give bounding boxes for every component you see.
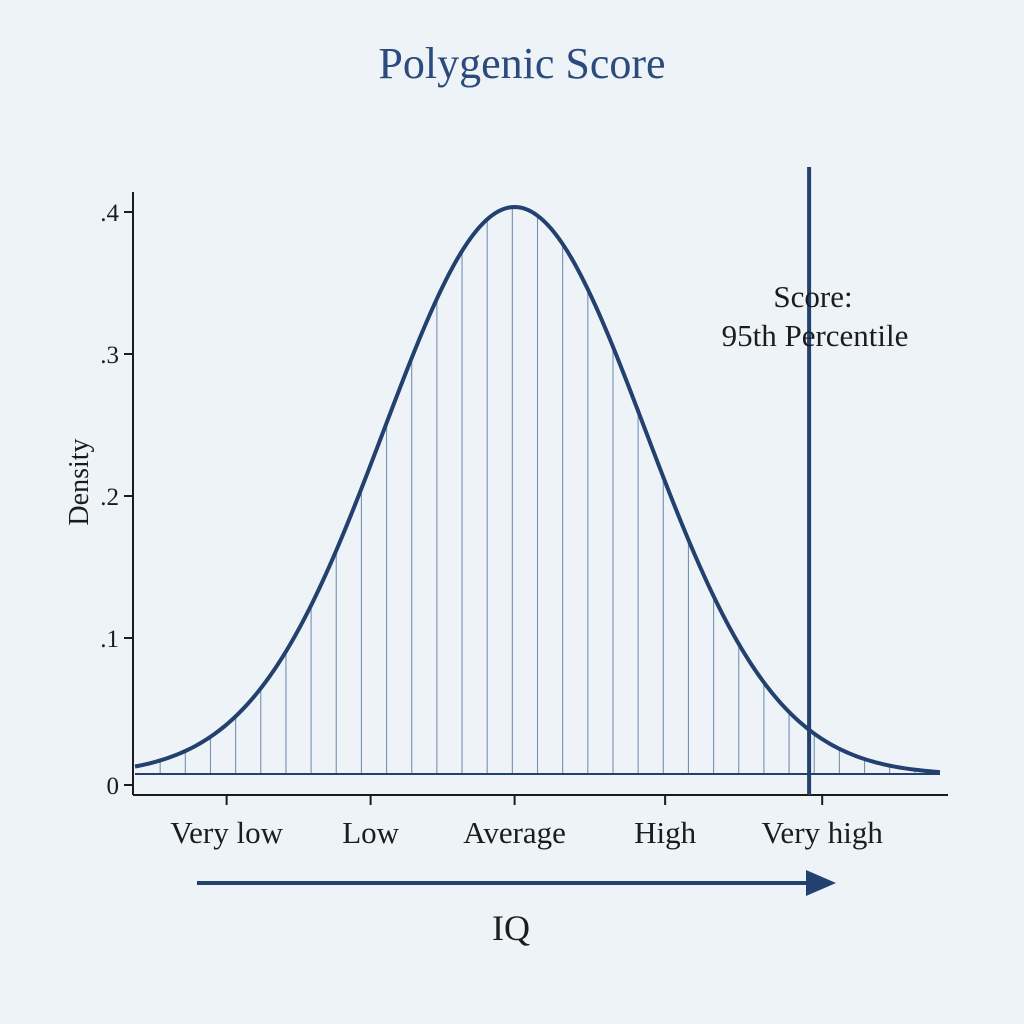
x-category-label: High (634, 815, 697, 850)
x-ticks: Very low Low Average High Very high (170, 795, 883, 850)
density-curve (134, 205, 941, 775)
marker-label-line2: 95th Percentile (722, 318, 909, 353)
y-ticks: 0 .1 .2 .3 .4 (100, 200, 133, 800)
marker-label-line1: Score: (773, 279, 852, 314)
y-tick-label: 0 (107, 773, 120, 800)
y-tick-label: .4 (100, 200, 119, 227)
y-tick-label: .2 (100, 484, 119, 511)
x-category-label: Very low (170, 815, 283, 850)
y-axis-label: Density (64, 438, 95, 525)
y-tick-label: .1 (100, 626, 119, 653)
y-tick-label: .3 (100, 342, 119, 369)
direction-arrow-head (806, 870, 836, 896)
x-category-label: Very high (761, 815, 883, 850)
hatch-layer (159, 207, 916, 775)
x-category-label: Low (342, 815, 399, 850)
x-category-label: Average (463, 815, 566, 850)
x-axis-label: IQ (492, 908, 530, 948)
chart-title: Polygenic Score (378, 39, 665, 88)
